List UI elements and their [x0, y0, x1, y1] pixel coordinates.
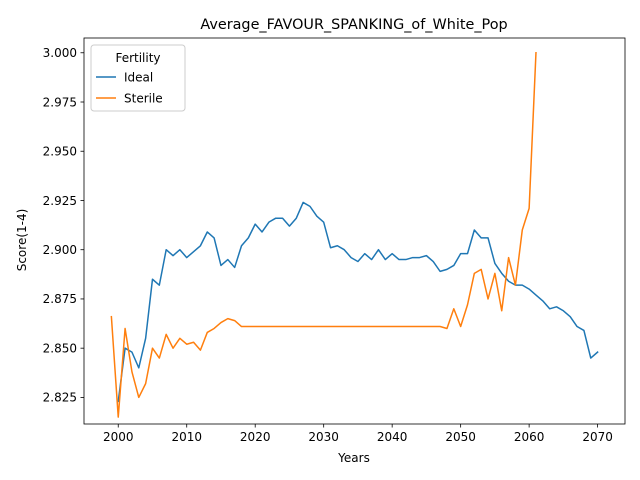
y-tick-label: 3.000 — [43, 46, 77, 60]
x-axis-label: Years — [337, 451, 370, 465]
y-tick-label: 2.900 — [43, 243, 77, 257]
x-tick-label: 2040 — [377, 430, 408, 444]
legend-box — [90, 44, 186, 112]
legend-title: Fertility — [115, 51, 160, 65]
series-line-ideal — [117, 201, 599, 403]
y-tick-label: 2.950 — [43, 145, 77, 159]
plot-frame — [83, 37, 626, 425]
series-line-sterile — [110, 51, 537, 418]
x-tick-label: 2070 — [582, 430, 613, 444]
x-tick-label: 2030 — [308, 430, 339, 444]
y-tick-label: 2.975 — [43, 95, 77, 109]
x-tick-label: 2050 — [445, 430, 476, 444]
x-tick-label: 2010 — [171, 430, 202, 444]
plot-area: 2000 2010 2020 2030 2040 2050 2060 2070 2.825 2.8… — [43, 37, 626, 444]
y-tick-label: 2.925 — [43, 194, 77, 208]
x-tick-label: 2060 — [514, 430, 545, 444]
x-tick-label: 2020 — [240, 430, 271, 444]
legend-label-sterile: Sterile — [124, 91, 163, 105]
legend-label-ideal: Ideal — [124, 70, 153, 84]
y-tick-label: 2.875 — [43, 292, 77, 306]
y-axis-label: Score(1-4) — [15, 209, 29, 272]
y-tick-label: 2.825 — [43, 391, 77, 405]
chart-title: Average_FAVOUR_SPANKING_of_White_Pop — [200, 17, 507, 33]
x-tick-label: 2000 — [103, 430, 134, 444]
y-tick-label: 2.850 — [43, 341, 77, 355]
